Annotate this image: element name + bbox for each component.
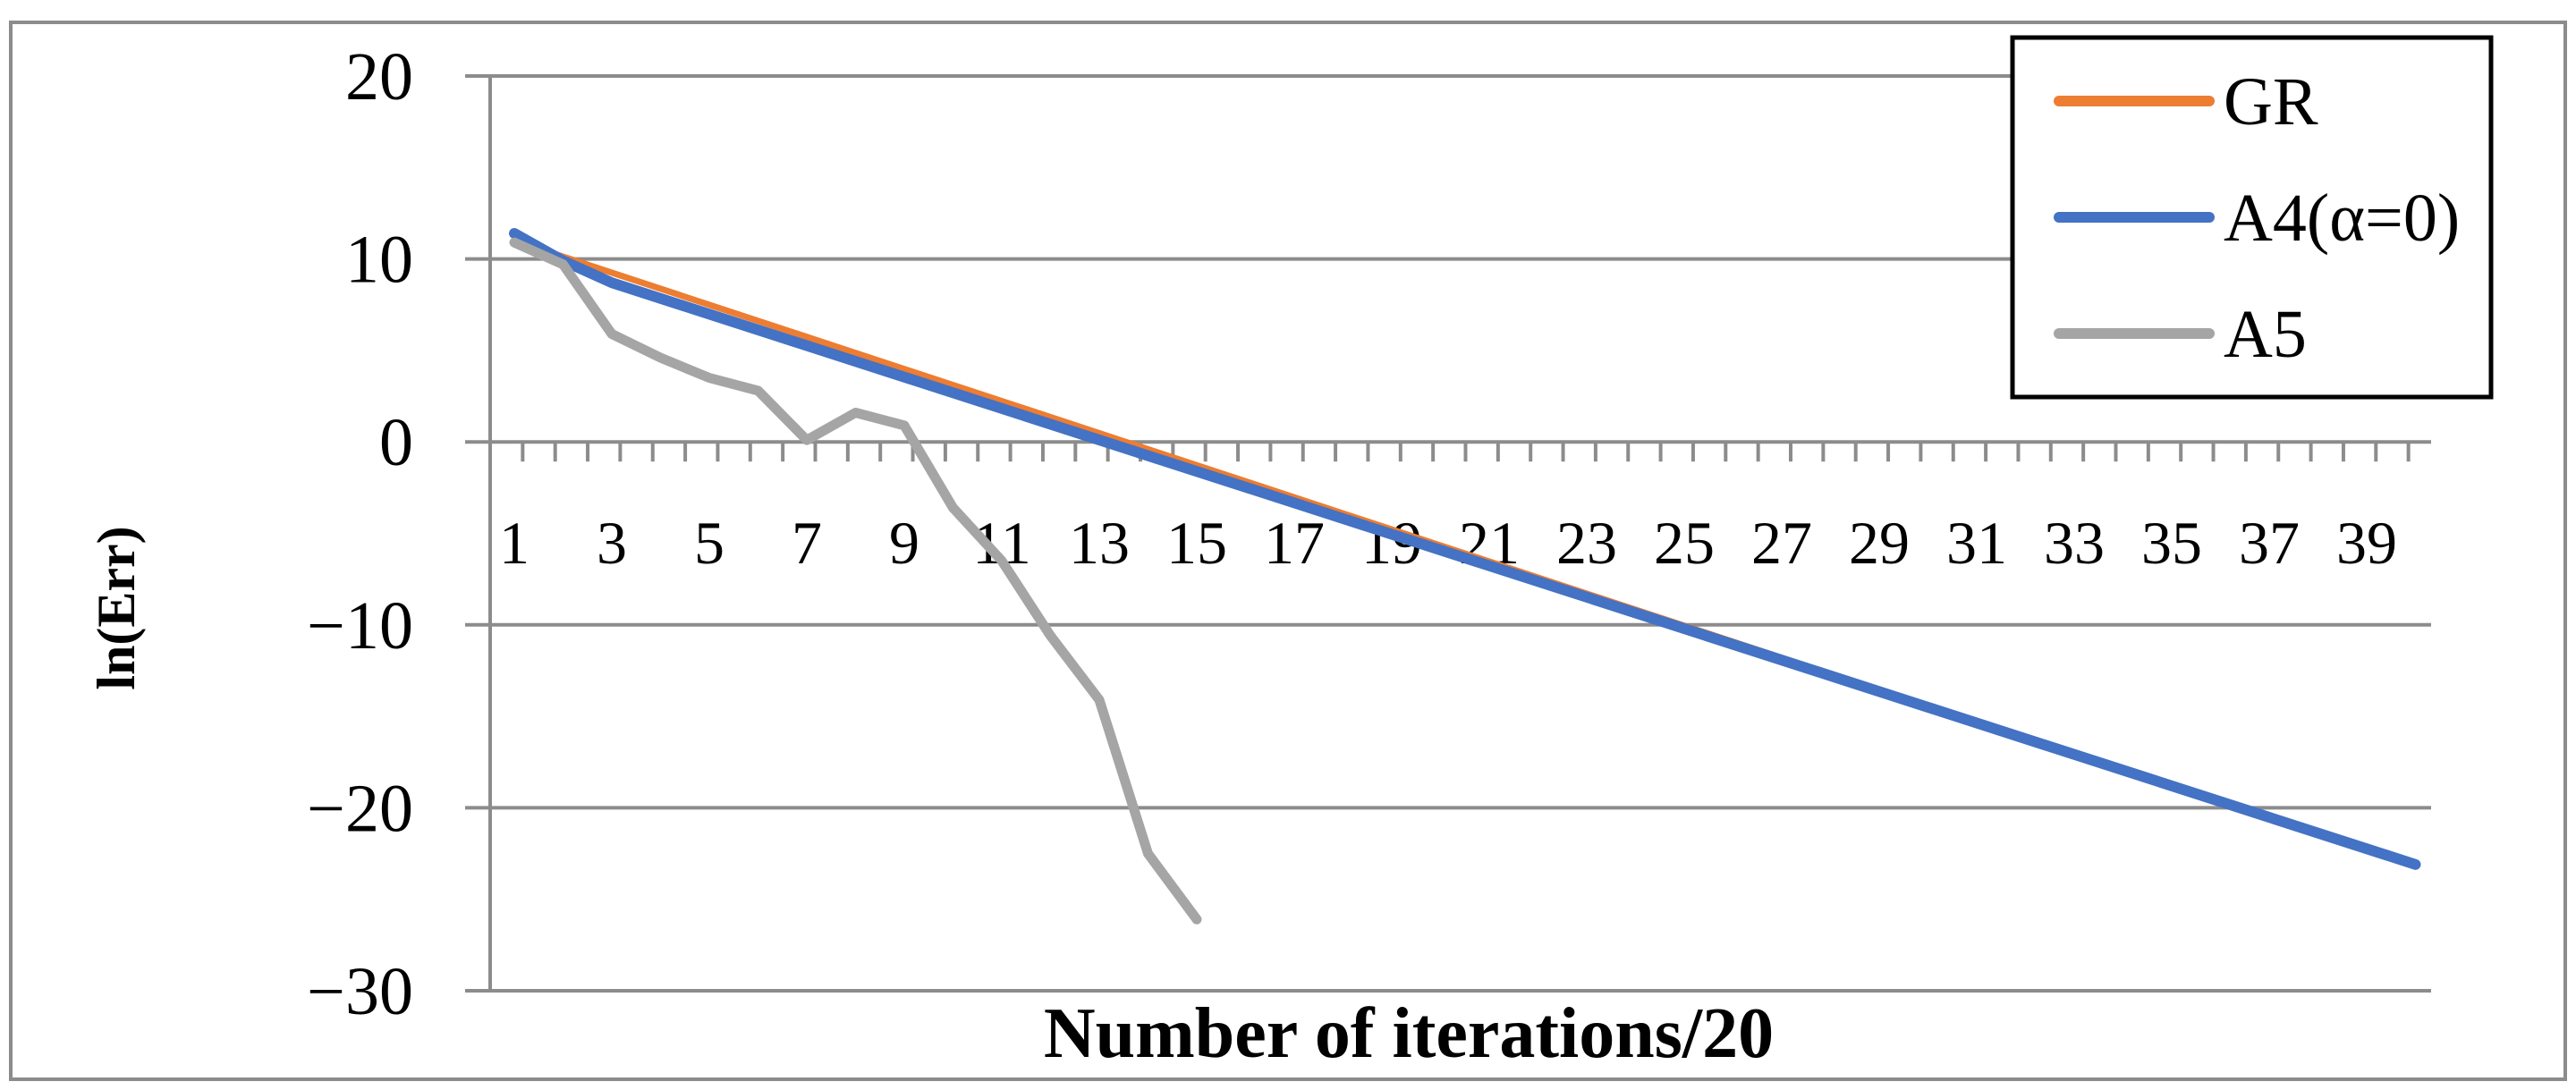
series-line-a5	[509, 237, 1202, 925]
legend-label: GR	[2224, 64, 2318, 139]
x-tick-label: 7	[792, 509, 822, 577]
x-tick-label: 17	[1264, 509, 1325, 577]
y-tick-label: −20	[307, 771, 413, 846]
y-tick-label: −30	[307, 954, 413, 1029]
y-tick-label: 0	[379, 405, 413, 480]
x-tick-label: 9	[889, 509, 919, 577]
y-tick-label: 10	[345, 223, 413, 298]
x-tick-label: 13	[1069, 509, 1130, 577]
legend: GR A4(α=0) A5	[2010, 35, 2494, 400]
x-tick-label: 25	[1654, 509, 1715, 577]
x-tick-label: 31	[1946, 509, 2007, 577]
y-tick-label: 20	[345, 39, 413, 114]
series-lines	[509, 228, 2421, 925]
x-tick-label: 15	[1166, 509, 1227, 577]
x-axis-title: Number of iterations/20	[1044, 994, 1774, 1073]
y-axis: 20 10 0 −10 −20 −30	[307, 39, 492, 1029]
legend-label: A4(α=0)	[2224, 181, 2460, 256]
x-tick-label: 3	[597, 509, 627, 577]
x-tick-label: 27	[1751, 509, 1812, 577]
x-tick-label: 33	[2044, 509, 2105, 577]
x-tick-label: 37	[2239, 509, 2300, 577]
x-tick-label: 5	[694, 509, 724, 577]
series-line-a4-0	[509, 228, 2421, 870]
x-tick-label: 39	[2336, 509, 2397, 577]
y-tick-label: −10	[307, 588, 413, 663]
x-tick-label: 29	[1849, 509, 1910, 577]
x-tick-label: 1	[499, 509, 530, 577]
x-tick-label: 23	[1556, 509, 1617, 577]
x-tick-label: 35	[2141, 509, 2202, 577]
legend-label: A5	[2224, 297, 2307, 372]
y-axis-title: ln(Err)	[87, 526, 146, 689]
